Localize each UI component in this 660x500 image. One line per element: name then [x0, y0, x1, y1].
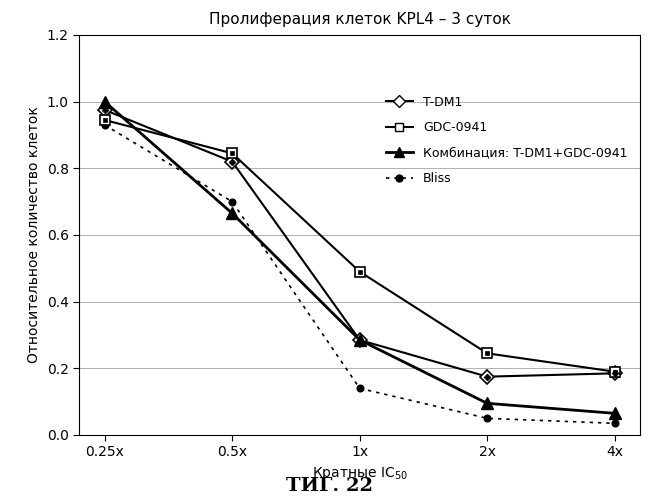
Y-axis label: Относительное количество клеток: Относительное количество клеток — [27, 106, 41, 364]
Title: Пролиферация клеток KPL4 – 3 суток: Пролиферация клеток KPL4 – 3 суток — [209, 12, 511, 27]
Text: ΤИГ. 22: ΤИГ. 22 — [286, 477, 374, 495]
X-axis label: Кратные IC$_{50}$: Кратные IC$_{50}$ — [312, 465, 408, 482]
Legend: T-DM1, GDC-0941, Комбинация: T-DM1+GDC-0941, Bliss: T-DM1, GDC-0941, Комбинация: T-DM1+GDC-0… — [379, 89, 634, 191]
